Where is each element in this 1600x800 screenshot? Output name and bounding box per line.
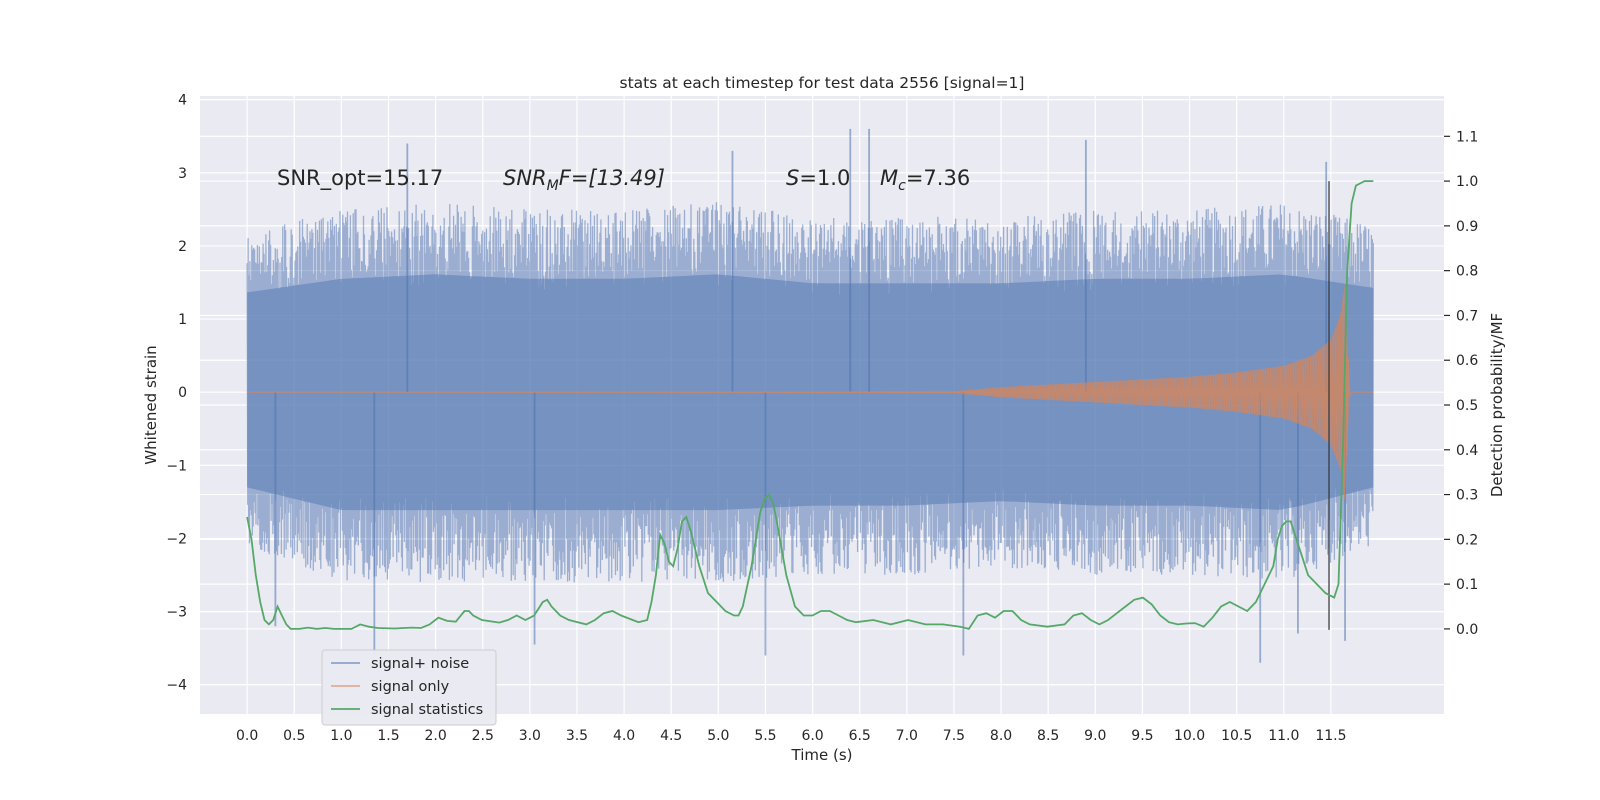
y-tick-label-left: −2 xyxy=(166,531,187,547)
x-tick-label: 11.5 xyxy=(1315,728,1346,744)
x-tick-label: 9.5 xyxy=(1131,728,1153,744)
y-tick-label-right: 0.7 xyxy=(1456,308,1478,324)
annotation-mc: Mc=7.36 xyxy=(880,166,970,194)
x-tick-label: 11.0 xyxy=(1268,728,1299,744)
x-tick-label: 5.5 xyxy=(754,728,776,744)
x-tick-label: 8.5 xyxy=(1037,728,1059,744)
x-tick-label: 3.0 xyxy=(519,728,541,744)
annotation-s: S=1.0 xyxy=(786,166,850,190)
y-tick-label-right: 0.1 xyxy=(1456,577,1478,593)
x-tick-label: 10.5 xyxy=(1221,728,1252,744)
y-tick-label-right: 0.4 xyxy=(1456,443,1478,459)
x-axis-label: Time (s) xyxy=(791,746,853,764)
signal-only-envelope xyxy=(247,282,1374,502)
annotation-snr-opt: SNR_opt=15.17 xyxy=(277,166,443,191)
y-tick-label-right: 1.1 xyxy=(1456,129,1478,145)
y-tick-label-left: −1 xyxy=(166,458,187,474)
annotation-snr-mf: SNRMF=[13.49] xyxy=(503,166,665,194)
y-tick-label-right: 0.9 xyxy=(1456,219,1478,235)
y-tick-label-right: 0.3 xyxy=(1456,488,1478,504)
y-tick-label-left: 0 xyxy=(178,385,187,401)
y-tick-label-right: 0.0 xyxy=(1456,622,1478,638)
x-tick-label: 9.0 xyxy=(1084,728,1106,744)
x-tick-label: 7.0 xyxy=(896,728,918,744)
y-tick-label-left: 1 xyxy=(178,312,187,328)
x-tick-label: 10.0 xyxy=(1174,728,1205,744)
x-tick-label: 0.5 xyxy=(283,728,305,744)
y-tick-label-right: 0.5 xyxy=(1456,398,1478,414)
series-signal-plus-noise xyxy=(246,202,1374,583)
y-tick-label-left: −3 xyxy=(166,605,187,621)
x-tick-label: 4.0 xyxy=(613,728,635,744)
series-signal-statistics xyxy=(246,180,1374,630)
x-tick-label: 6.5 xyxy=(849,728,871,744)
x-tick-label: 5.0 xyxy=(707,728,729,744)
legend: signal+ noise signal only signal statist… xyxy=(321,649,497,726)
y-tick-label-left: 3 xyxy=(178,166,187,182)
x-tick-label: 1.5 xyxy=(377,728,399,744)
y-tick-label-right: 0.8 xyxy=(1456,264,1478,280)
legend-label-stats: signal statistics xyxy=(371,702,483,718)
y-tick-label-left: 4 xyxy=(178,93,187,109)
chart-title: stats at each timestep for test data 255… xyxy=(620,74,1025,92)
x-tick-label: 4.5 xyxy=(660,728,682,744)
x-tick-label: 1.0 xyxy=(330,728,352,744)
x-tick-label: 2.5 xyxy=(472,728,494,744)
x-tick-label: 3.5 xyxy=(566,728,588,744)
legend-label-noise: signal+ noise xyxy=(371,656,469,672)
x-tick-label: 2.0 xyxy=(424,728,446,744)
legend-box xyxy=(321,649,497,726)
y-tick-label-left: 2 xyxy=(178,239,187,255)
y-axis-label-right: Detection probability/MF xyxy=(1488,313,1506,497)
x-tick-label: 0.0 xyxy=(236,728,258,744)
y-tick-label-right: 0.2 xyxy=(1456,532,1478,548)
y-tick-label-right: 1.0 xyxy=(1456,174,1478,190)
x-tick-label: 6.0 xyxy=(801,728,823,744)
y-tick-label-right: 0.6 xyxy=(1456,353,1478,369)
y-tick-label-left: −4 xyxy=(166,678,187,694)
y-axis-label-left: Whitened strain xyxy=(142,345,160,464)
x-tick-label: 8.0 xyxy=(990,728,1012,744)
legend-label-signal: signal only xyxy=(371,679,450,695)
x-tick-label: 7.5 xyxy=(943,728,965,744)
series-signal-only xyxy=(247,294,1374,499)
